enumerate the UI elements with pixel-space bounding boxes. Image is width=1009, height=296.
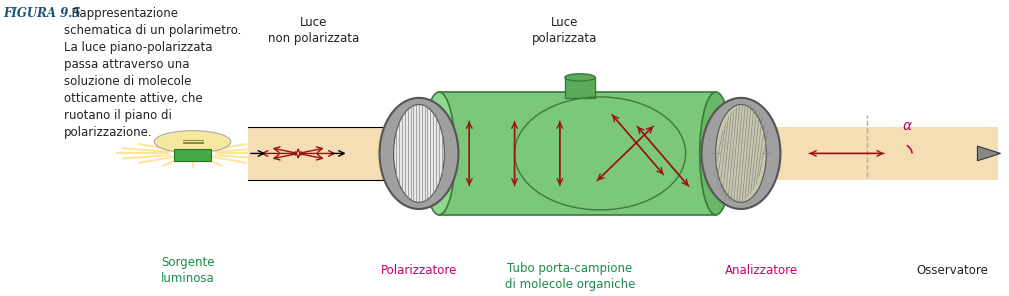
FancyBboxPatch shape (248, 127, 998, 180)
Text: Rappresentazione
schematica di un polarimetro.
La luce piano-polarizzata
passa a: Rappresentazione schematica di un polari… (64, 7, 241, 139)
Text: Luce
polarizzata: Luce polarizzata (532, 16, 597, 45)
FancyBboxPatch shape (565, 78, 595, 98)
Ellipse shape (379, 98, 458, 209)
Ellipse shape (565, 74, 595, 81)
Ellipse shape (701, 98, 780, 209)
FancyBboxPatch shape (439, 92, 715, 215)
FancyBboxPatch shape (751, 146, 983, 161)
Ellipse shape (699, 92, 732, 215)
Text: $\alpha$: $\alpha$ (902, 119, 913, 133)
Polygon shape (978, 146, 1001, 161)
Text: Polarizzatore: Polarizzatore (380, 264, 457, 277)
Ellipse shape (423, 92, 455, 215)
Ellipse shape (394, 104, 444, 202)
Ellipse shape (715, 104, 766, 202)
Circle shape (154, 131, 231, 153)
Text: Luce
non polarizzata: Luce non polarizzata (267, 16, 359, 45)
FancyBboxPatch shape (175, 149, 211, 161)
Text: Analizzatore: Analizzatore (724, 264, 798, 277)
Text: FIGURA 9.5: FIGURA 9.5 (3, 7, 81, 20)
Text: Tubo porta-campione
di molecole organiche: Tubo porta-campione di molecole organich… (504, 262, 635, 291)
Text: Sorgente
luminosa: Sorgente luminosa (160, 256, 215, 285)
Text: Osservatore: Osservatore (916, 264, 988, 277)
